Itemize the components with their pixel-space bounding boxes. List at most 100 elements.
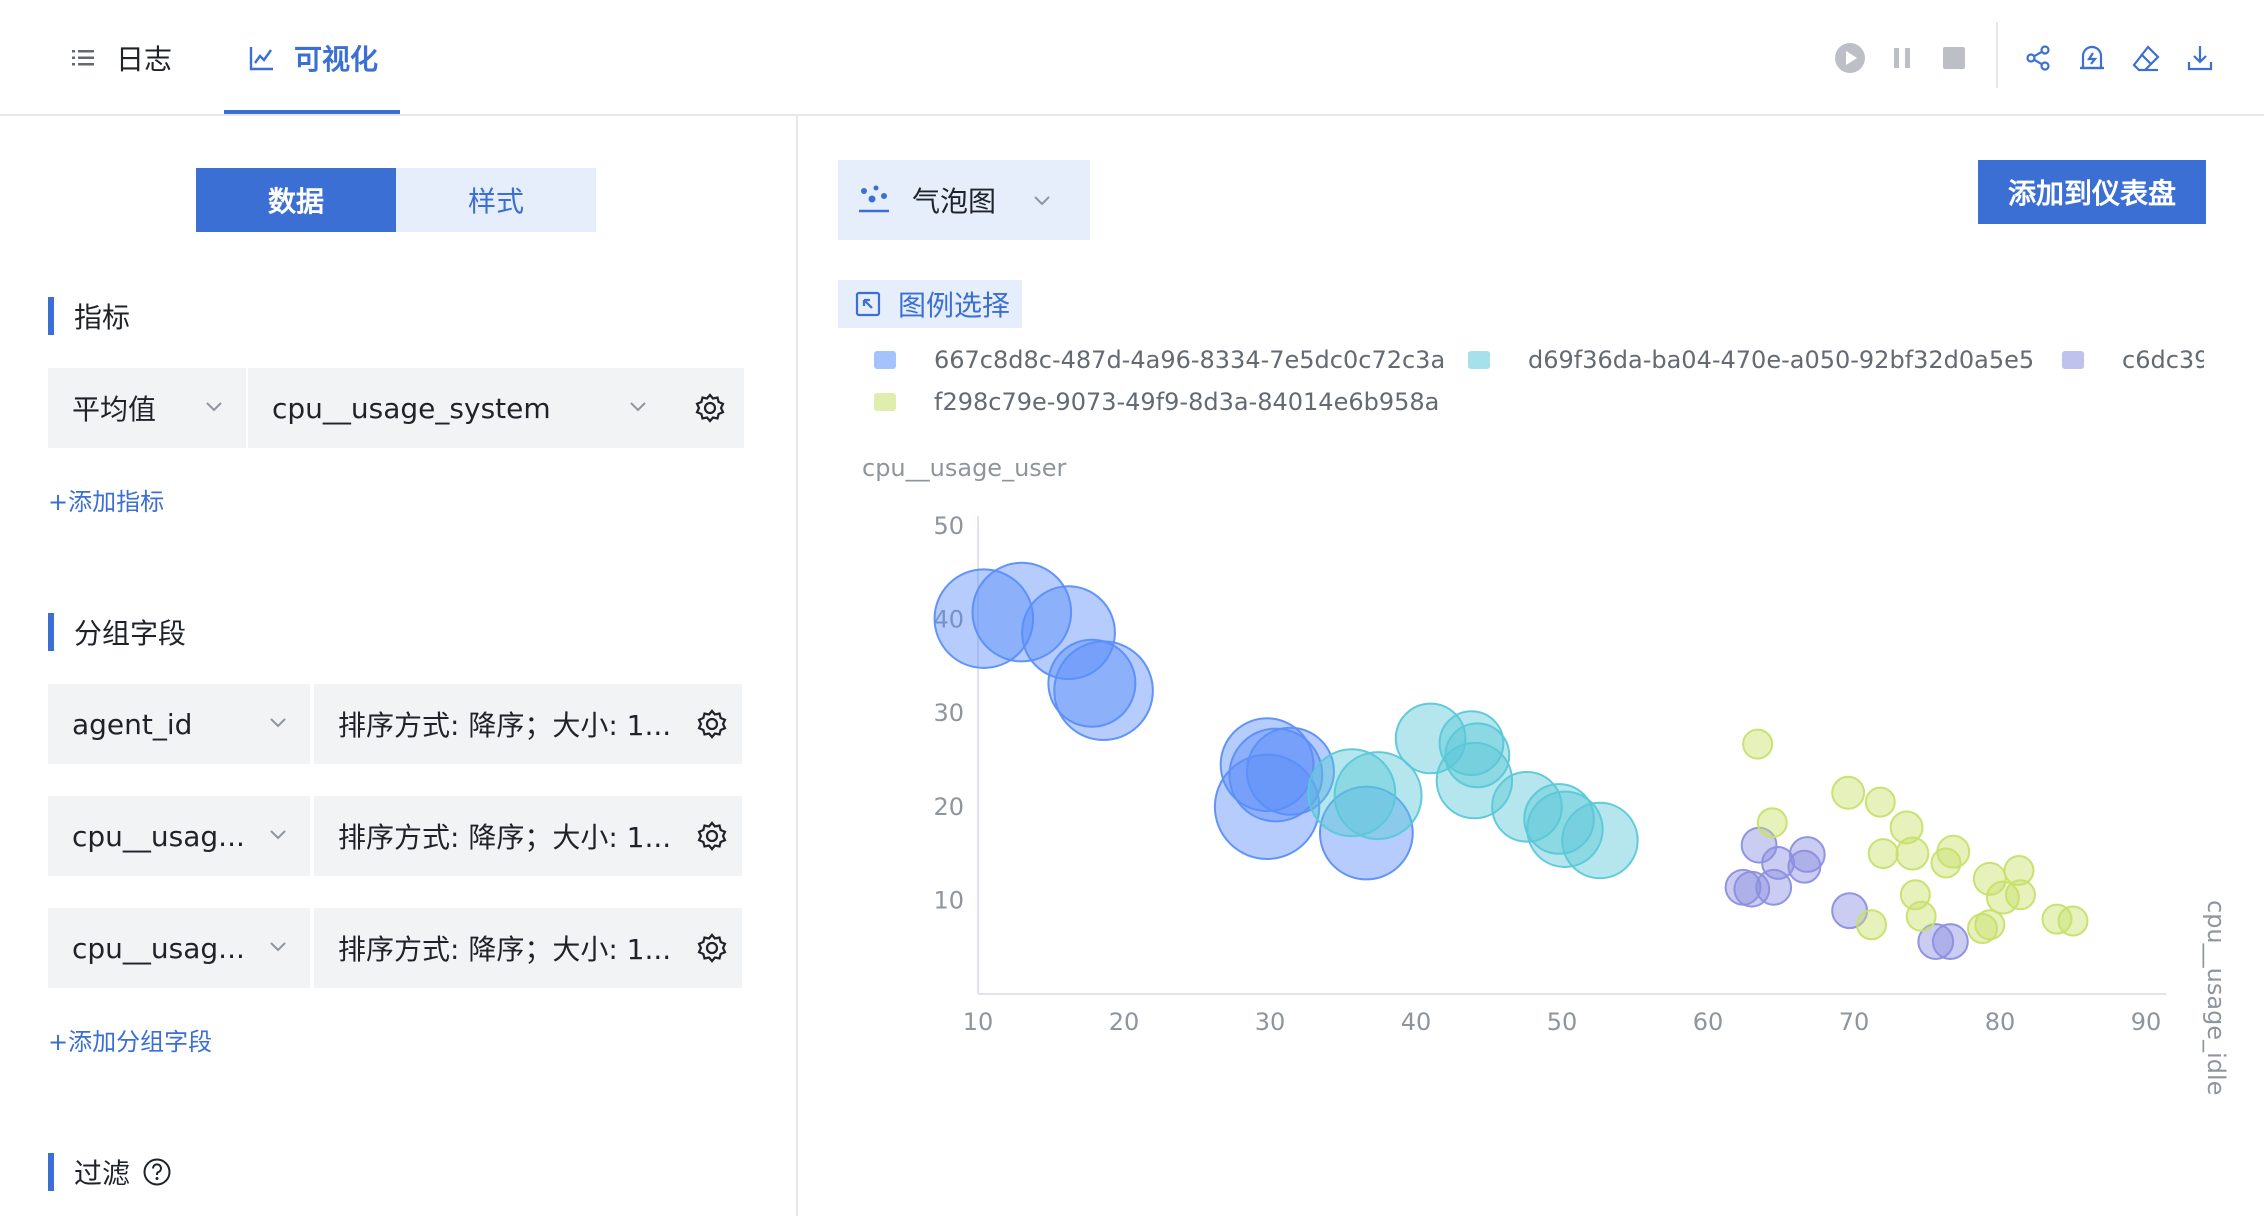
- legend-select-button[interactable]: 图例选择: [838, 280, 1022, 328]
- group-sort-settings[interactable]: 排序方式: 降序；大小: 1...: [314, 684, 742, 764]
- bubble-chart-icon: [859, 185, 889, 213]
- group-by-section-title: 分组字段: [48, 612, 186, 652]
- bubble-point: [1788, 836, 1826, 873]
- group-sort-settings[interactable]: 排序方式: 降序；大小: 1...: [314, 908, 742, 988]
- chevron-down-icon: [1034, 196, 1050, 206]
- add-metric-link[interactable]: +添加指标: [48, 488, 165, 516]
- filter-section-title: 过滤: [48, 1152, 172, 1192]
- metric-field-value: cpu__usage_system: [272, 391, 551, 425]
- bubble-point: [1895, 836, 1930, 871]
- bubble-point: [1053, 640, 1154, 742]
- legend-swatch: [1468, 351, 1490, 369]
- download-button[interactable]: [2180, 38, 2220, 78]
- alert-icon: [2080, 45, 2104, 70]
- x-tick-label: 40: [1401, 1008, 1432, 1036]
- y-tick-label: 30: [933, 699, 964, 727]
- chevron-down-icon: [270, 830, 286, 840]
- chart-type-value: 气泡图: [912, 185, 997, 218]
- add-to-dashboard-button[interactable]: 添加到仪表盘: [1978, 160, 2206, 224]
- x-tick-label: 70: [1839, 1008, 1870, 1036]
- tab-visualization-label: 可视化: [294, 43, 379, 76]
- group-field-select[interactable]: cpu__usag...: [48, 908, 310, 988]
- tab-visualization[interactable]: 可视化: [248, 0, 378, 116]
- chart-legend: 667c8d8c-487d-4a96-8334-7e5dc0c72c3a d69…: [870, 340, 2204, 430]
- group-sort-settings[interactable]: 排序方式: 降序；大小: 1...: [314, 796, 742, 876]
- bubble-point: [2041, 903, 2073, 935]
- pause-button[interactable]: [1882, 38, 1922, 78]
- line-chart-icon: [249, 47, 273, 71]
- bubble-point: [1526, 790, 1604, 868]
- alert-button[interactable]: [2072, 38, 2112, 78]
- y-tick-label: 50: [933, 512, 964, 540]
- metrics-section-title: 指标: [48, 296, 130, 336]
- bubble-point: [1864, 786, 1896, 818]
- bubble-point: [1523, 783, 1595, 855]
- legend-select-icon: [855, 291, 881, 317]
- x-tick-label: 20: [1109, 1008, 1140, 1036]
- add-group-field-link[interactable]: +添加分组字段: [48, 1028, 213, 1056]
- chart-type-select[interactable]: 气泡图: [838, 160, 1090, 240]
- group-field-value: cpu__usag...: [72, 931, 245, 965]
- bubble-point: [1972, 861, 2007, 896]
- bubble-point: [1561, 801, 1639, 880]
- bubble-point: [2057, 905, 2089, 937]
- group-field-select[interactable]: cpu__usag...: [48, 796, 310, 876]
- bubble-point: [1831, 775, 1866, 810]
- y-tick-label: 40: [933, 606, 964, 634]
- bubble-point: [1213, 753, 1321, 860]
- legend-item[interactable]: c6dc39: [2062, 346, 2204, 374]
- play-button[interactable]: [1830, 38, 1870, 78]
- legend-label: c6dc39: [2122, 346, 2204, 374]
- legend-label: 667c8d8c-487d-4a96-8334-7e5dc0c72c3a: [934, 346, 1446, 374]
- stop-button[interactable]: [1934, 38, 1974, 78]
- bubble-point: [1761, 846, 1796, 880]
- tab-style[interactable]: 样式: [396, 168, 596, 232]
- chevron-down-icon: [270, 718, 286, 728]
- bubble-point: [1228, 727, 1324, 823]
- aggregation-select[interactable]: 平均值: [48, 368, 246, 448]
- bubble-point: [1966, 912, 1998, 944]
- legend-swatch: [2062, 351, 2084, 369]
- y-axis-title: cpu__usage_user: [862, 454, 1067, 482]
- group-field-select[interactable]: agent_id: [48, 684, 310, 764]
- bubble-point: [971, 561, 1073, 663]
- metric-field-select[interactable]: cpu__usage_system: [248, 368, 670, 448]
- tab-logs[interactable]: 日志: [70, 0, 172, 116]
- bubble-point: [1905, 900, 1937, 932]
- x-tick-label: 90: [2131, 1008, 2162, 1036]
- active-tab-indicator: [224, 110, 400, 114]
- stop-icon: [1943, 47, 1965, 69]
- x-tick-label: 10: [963, 1008, 994, 1036]
- tab-data[interactable]: 数据: [196, 168, 396, 232]
- top-bar: 日志 可视化: [0, 0, 2264, 116]
- bubble-point: [1333, 751, 1423, 841]
- legend-item[interactable]: 667c8d8c-487d-4a96-8334-7e5dc0c72c3a: [874, 346, 1445, 374]
- bubble-point: [1856, 909, 1888, 941]
- metric-settings-button[interactable]: [670, 368, 744, 448]
- list-icon: [72, 50, 94, 66]
- x-tick-label: 60: [1693, 1008, 1724, 1036]
- y-tick-label: 20: [933, 793, 964, 821]
- panel-divider: [796, 116, 798, 1216]
- bubble-point: [1307, 748, 1397, 838]
- y-tick-label: 10: [933, 886, 964, 914]
- eraser-button[interactable]: [2126, 38, 2166, 78]
- group-sort-summary: 排序方式: 降序；大小: 1...: [338, 709, 672, 742]
- help-icon[interactable]: [142, 1157, 172, 1187]
- metrics-title: 指标: [74, 301, 131, 334]
- group-field-value: cpu__usag...: [72, 819, 245, 853]
- group-sort-summary: 排序方式: 降序；大小: 1...: [338, 821, 672, 854]
- pause-icon: [1894, 48, 1910, 68]
- x-tick-label: 30: [1255, 1008, 1286, 1036]
- bubble-point: [1742, 728, 1774, 760]
- legend-item[interactable]: d69f36da-ba04-470e-a050-92bf32d0a5e5: [1468, 346, 2034, 374]
- eraser-icon: [2132, 45, 2160, 72]
- bubble-point: [1245, 726, 1335, 816]
- legend-swatch: [874, 393, 896, 411]
- legend-item[interactable]: f298c79e-9073-49f9-8d3a-84014e6b958a: [874, 388, 1439, 416]
- share-button[interactable]: [2018, 38, 2058, 78]
- tab-logs-label: 日志: [116, 43, 173, 76]
- download-icon: [2187, 46, 2213, 71]
- bubble-point: [1787, 849, 1822, 884]
- chevron-down-icon: [630, 402, 646, 412]
